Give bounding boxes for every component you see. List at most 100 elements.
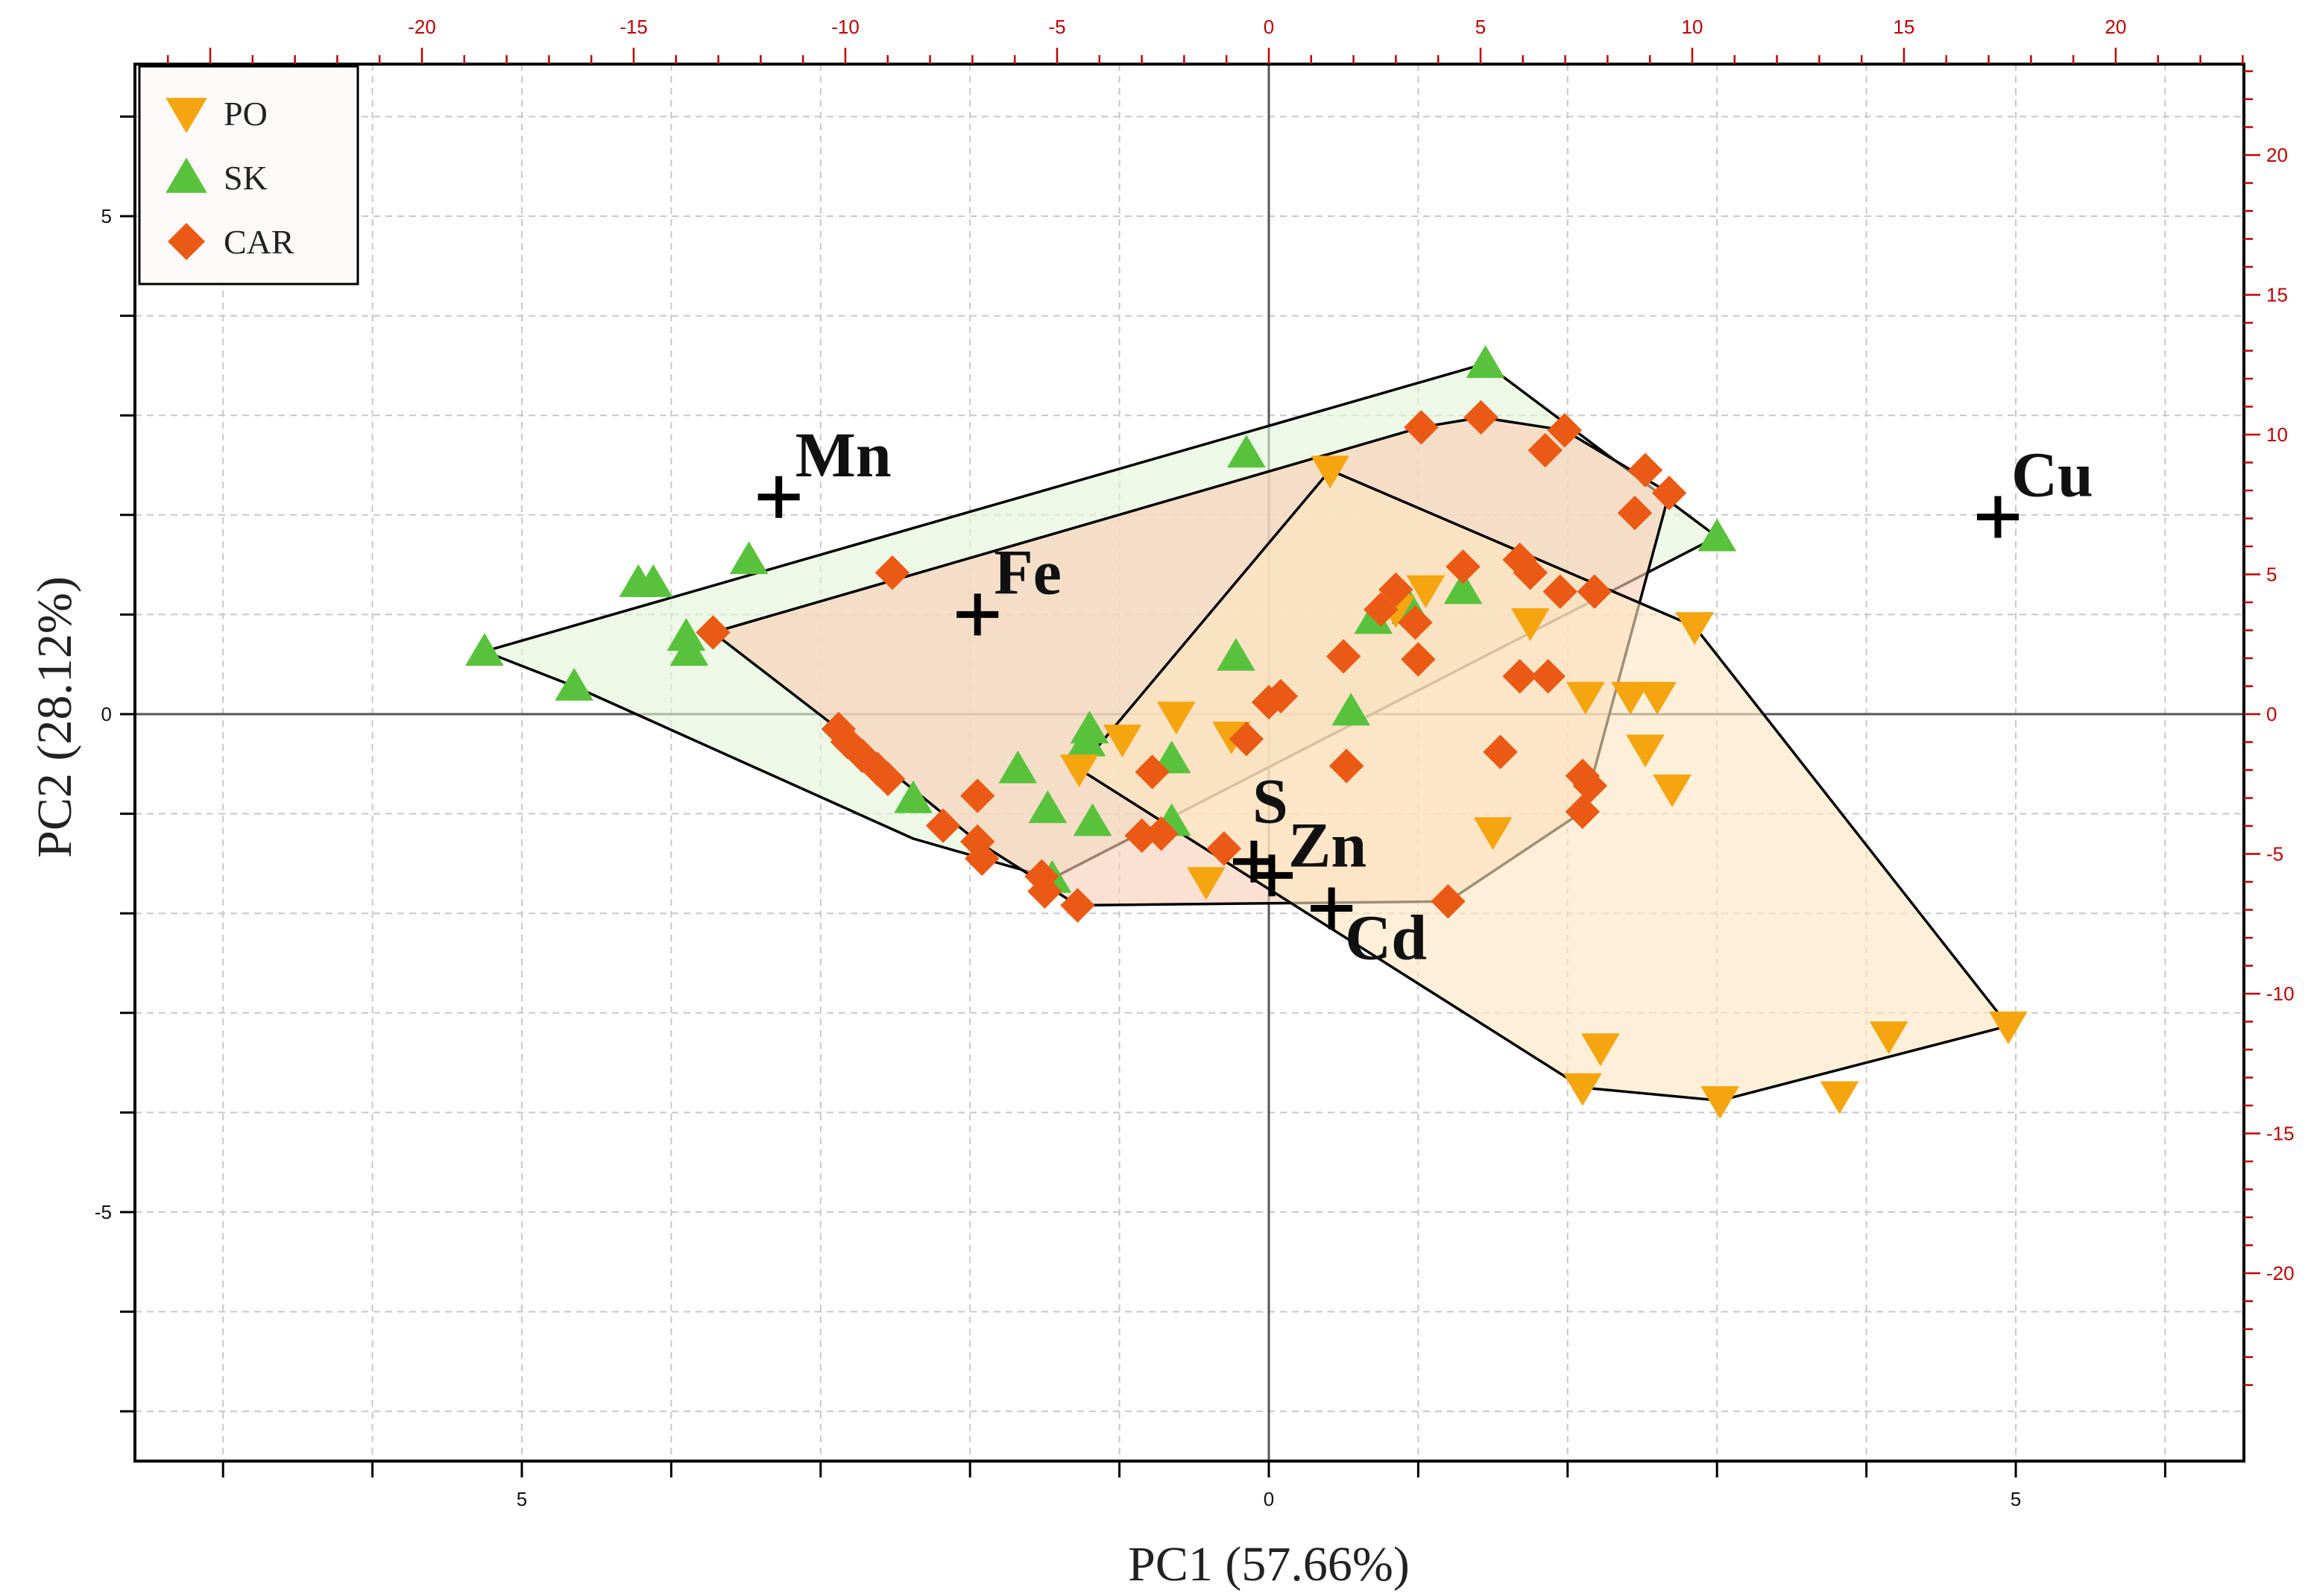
point-car (1060, 888, 1095, 923)
point-sk (1466, 345, 1505, 378)
point-sk (465, 633, 504, 666)
top-tick-label: -5 (1048, 16, 1065, 38)
right-tick-label: 10 (2266, 423, 2288, 446)
point-po (1187, 867, 1226, 900)
point-car (1513, 555, 1548, 590)
point-car (1027, 874, 1062, 909)
point-car (696, 615, 731, 650)
loading-label-cd: Cd (1345, 902, 1427, 974)
y-tick-label: -5 (95, 1201, 112, 1223)
point-car (1463, 400, 1498, 435)
y-axis-label: PC2 (28.12%) (28, 576, 82, 858)
loading-label-s: S (1252, 766, 1288, 837)
convex-hulls (483, 362, 2010, 1103)
loading-marker-cu (1976, 496, 2019, 538)
point-po (1406, 575, 1445, 608)
point-po (1675, 612, 1714, 645)
point-po (1474, 817, 1513, 850)
point-car (1565, 794, 1600, 829)
loading-marker-mn (757, 476, 800, 518)
point-car (1135, 754, 1170, 789)
point-car (870, 761, 905, 796)
point-car (1326, 639, 1361, 674)
point-po (1157, 701, 1196, 734)
y-tick-label: 0 (101, 703, 112, 725)
point-sk (555, 668, 593, 701)
point-po (1820, 1081, 1859, 1114)
top-tick-label: -10 (831, 16, 860, 38)
point-sk (634, 564, 672, 597)
legend: PO SK CAR (138, 65, 359, 286)
point-po (1581, 1033, 1620, 1066)
point-po (1563, 1073, 1602, 1106)
point-po (1870, 1021, 1908, 1054)
point-sk (730, 541, 769, 575)
point-car (1530, 659, 1566, 694)
top-tick-label: 10 (1682, 16, 1703, 38)
point-sk (1697, 518, 1736, 552)
point-sk (669, 633, 708, 666)
top-tick-label: 15 (1894, 16, 1915, 38)
y-tick-label: 5 (101, 205, 112, 227)
point-sk (1073, 804, 1112, 836)
point-car (1252, 684, 1286, 719)
loading-label-mn: Mn (795, 419, 892, 491)
point-sk (1227, 435, 1266, 468)
point-car (926, 808, 961, 843)
point-car (1431, 884, 1466, 919)
legend-marker-sk (165, 157, 207, 193)
top-tick-label: 20 (2105, 16, 2127, 38)
top-tick-label: -20 (408, 16, 436, 38)
legend-label-car: CAR (224, 223, 294, 261)
right-tick-label: -5 (2266, 843, 2283, 865)
point-car (874, 555, 909, 590)
right-tick-label: -20 (2266, 1262, 2295, 1284)
point-car (1502, 659, 1537, 694)
x-tick-label: 0 (1264, 1488, 1274, 1510)
point-po (1653, 774, 1692, 807)
point-car (1363, 592, 1399, 627)
point-car (1206, 831, 1241, 866)
point-po (1059, 754, 1098, 787)
point-sk (1217, 638, 1255, 671)
loading-marker-fe (956, 593, 999, 636)
point-po (1638, 681, 1677, 715)
x-tick-label: 5 (517, 1488, 527, 1510)
point-sk (998, 751, 1037, 783)
data-points (465, 345, 2028, 1119)
point-car (1547, 413, 1582, 448)
x-axis-label: PC1 (57.66%) (1128, 1537, 1410, 1592)
point-car (1404, 410, 1439, 445)
point-sk (894, 780, 933, 813)
point-car (1483, 734, 1518, 769)
top-tick-label: 0 (1264, 16, 1274, 38)
loading-marker-cd (1311, 887, 1353, 930)
point-po (1566, 681, 1605, 715)
point-car (1617, 496, 1652, 531)
point-car (965, 841, 1000, 876)
point-car (1445, 549, 1481, 584)
right-tick-label: 0 (2266, 703, 2277, 725)
point-po (1103, 725, 1142, 757)
axis-ticks: 5 0 5 -5 0 5 -20 -15 -10 -5 0 5 10 15 20 -20 -15 -10 -5 0 5 1… (95, 16, 2295, 1510)
right-tick-label: 5 (2266, 564, 2277, 586)
point-car (960, 778, 995, 813)
right-tick-label: 20 (2266, 144, 2288, 166)
right-tick-label: 15 (2266, 284, 2288, 306)
plot-frame (133, 63, 2245, 1463)
point-car (1144, 816, 1179, 851)
x-tick-label: 5 (2011, 1488, 2021, 1510)
point-car (1577, 574, 1612, 609)
point-po (1611, 681, 1650, 715)
point-car (1652, 476, 1687, 511)
loading-marker-zn (1251, 854, 1293, 897)
point-car (1628, 452, 1663, 488)
legend-marker-po (165, 98, 207, 133)
point-car (1401, 642, 1436, 677)
loading-label-cu: Cu (2011, 438, 2093, 510)
top-tick-label: 5 (1475, 16, 1486, 38)
point-car (1527, 432, 1563, 467)
point-car (1229, 722, 1264, 757)
point-po (1989, 1011, 2028, 1044)
